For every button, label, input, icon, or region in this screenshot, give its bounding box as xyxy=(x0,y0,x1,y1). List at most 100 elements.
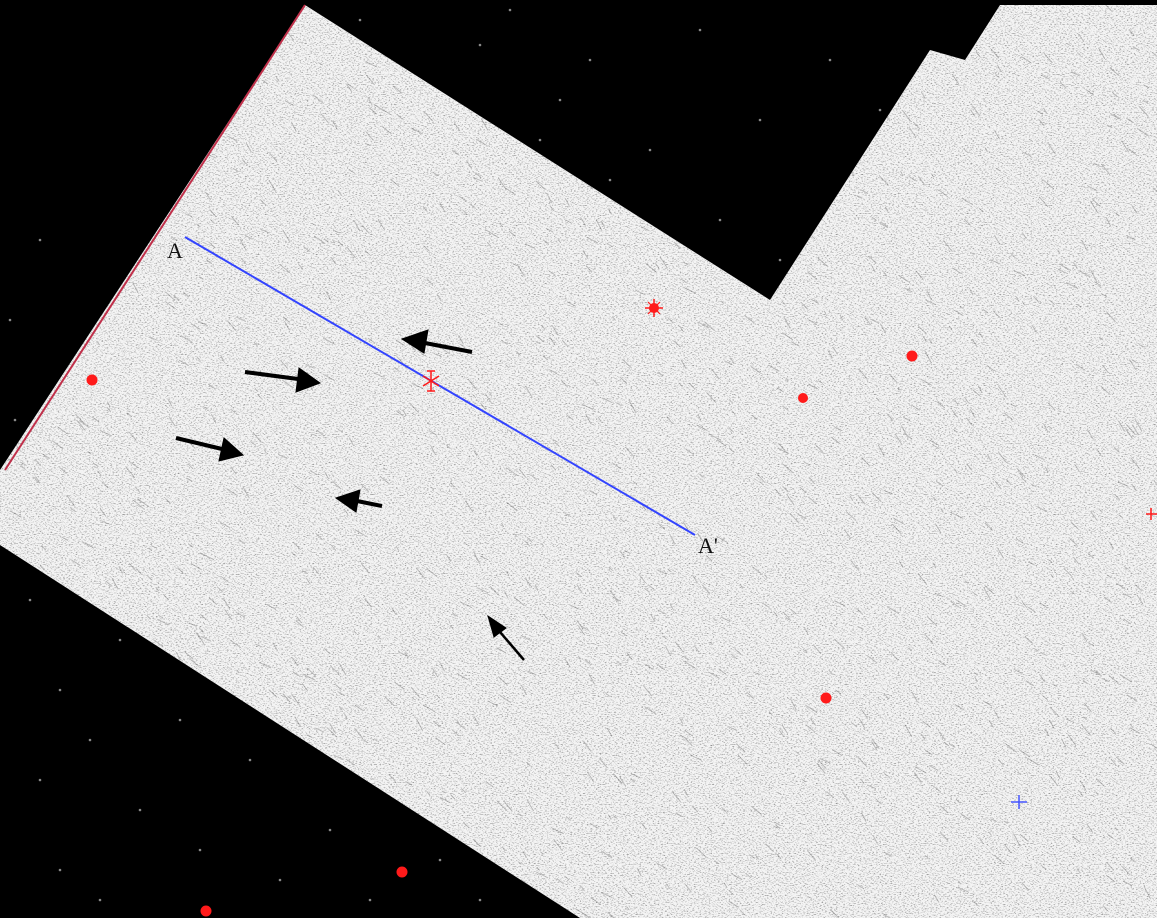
texture-streak xyxy=(669,604,675,611)
texture-streak xyxy=(398,6,407,16)
texture-streak xyxy=(205,259,212,265)
texture-streak xyxy=(360,483,370,493)
texture-streak xyxy=(6,762,14,766)
texture-streak xyxy=(807,496,818,505)
texture-streak xyxy=(230,466,237,475)
texture-streak xyxy=(541,324,546,330)
texture-streak xyxy=(196,223,201,228)
texture-streak xyxy=(600,850,613,859)
texture-streak xyxy=(157,748,163,756)
texture-streak xyxy=(29,204,36,213)
texture-streak xyxy=(199,131,203,137)
texture-streak xyxy=(597,416,602,422)
marker-dot xyxy=(798,393,808,403)
texture-streak xyxy=(785,617,792,622)
texture-streak xyxy=(348,169,356,175)
texture-streak xyxy=(801,190,807,196)
texture-streak xyxy=(331,544,337,551)
texture-streak xyxy=(208,241,216,249)
texture-streak xyxy=(943,240,953,252)
texture-streak xyxy=(984,522,994,531)
texture-streak xyxy=(24,104,29,111)
texture-streak xyxy=(266,604,277,610)
texture-streak xyxy=(105,679,113,691)
texture-streak xyxy=(790,608,797,615)
texture-streak xyxy=(284,321,290,331)
texture-streak xyxy=(106,864,111,869)
texture-streak xyxy=(426,568,438,577)
texture-streak xyxy=(1136,594,1144,605)
texture-streak xyxy=(689,383,696,390)
texture-streak xyxy=(394,367,400,373)
texture-streak xyxy=(1115,212,1120,217)
texture-streak xyxy=(61,303,70,310)
texture-streak xyxy=(577,96,584,106)
texture-streak xyxy=(427,638,432,641)
texture-streak xyxy=(1015,296,1020,302)
texture-streak xyxy=(302,673,316,681)
texture-streak xyxy=(908,175,917,182)
texture-streak xyxy=(1083,702,1092,713)
texture-streak xyxy=(66,43,74,52)
texture-streak xyxy=(68,14,76,26)
texture-streak xyxy=(953,399,959,406)
texture-streak xyxy=(1130,457,1140,469)
texture-streak xyxy=(1048,559,1053,563)
texture-streak xyxy=(345,786,352,793)
texture-streak xyxy=(13,59,19,64)
texture-streak xyxy=(140,150,147,157)
texture-streak xyxy=(38,5,45,10)
texture-streak xyxy=(67,5,73,8)
texture-streak xyxy=(694,169,703,178)
texture-streak xyxy=(1116,756,1125,765)
texture-streak xyxy=(1044,728,1050,737)
texture-streak xyxy=(133,689,144,699)
texture-streak xyxy=(170,61,180,68)
texture-streak xyxy=(106,891,112,898)
texture-streak xyxy=(459,65,472,73)
texture-streak xyxy=(390,179,399,187)
texture-streak xyxy=(469,203,476,208)
texture-streak xyxy=(722,242,732,249)
texture-streak xyxy=(911,404,921,411)
texture-streak xyxy=(639,77,645,85)
texture-streak xyxy=(1022,232,1027,239)
texture-streak xyxy=(893,517,904,525)
texture-streak xyxy=(790,96,796,102)
texture-streak xyxy=(118,147,125,153)
texture-streak xyxy=(59,754,68,761)
texture-streak xyxy=(790,134,803,143)
texture-streak xyxy=(612,596,620,602)
texture-streak xyxy=(771,96,776,103)
texture-streak xyxy=(647,66,653,71)
marker-dot xyxy=(906,350,918,362)
texture-streak xyxy=(7,401,15,414)
texture-streak xyxy=(209,706,215,713)
texture-streak xyxy=(554,441,560,447)
texture-streak xyxy=(631,773,641,779)
texture-streak xyxy=(996,64,1002,73)
texture-streak xyxy=(513,596,525,606)
texture-streak xyxy=(1060,738,1067,748)
texture-streak xyxy=(158,614,164,619)
texture-streak xyxy=(691,23,698,30)
texture-streak xyxy=(410,686,421,699)
texture-streak xyxy=(819,207,826,213)
texture-streak xyxy=(524,385,533,398)
texture-streak xyxy=(1013,270,1025,276)
texture-streak xyxy=(110,812,118,817)
profile-line[interactable] xyxy=(184,236,696,536)
texture-streak xyxy=(841,791,850,802)
texture-streak xyxy=(829,670,833,675)
texture-streak xyxy=(185,477,193,482)
texture-streak xyxy=(312,94,324,104)
texture-streak xyxy=(620,551,626,559)
texture-streak xyxy=(102,606,107,610)
texture-streak xyxy=(31,141,41,153)
texture-streak xyxy=(138,647,143,653)
texture-streak xyxy=(560,379,569,388)
texture-streak xyxy=(199,613,207,621)
texture-streak xyxy=(807,383,818,390)
texture-streak xyxy=(753,41,763,52)
texture-streak xyxy=(588,673,596,685)
